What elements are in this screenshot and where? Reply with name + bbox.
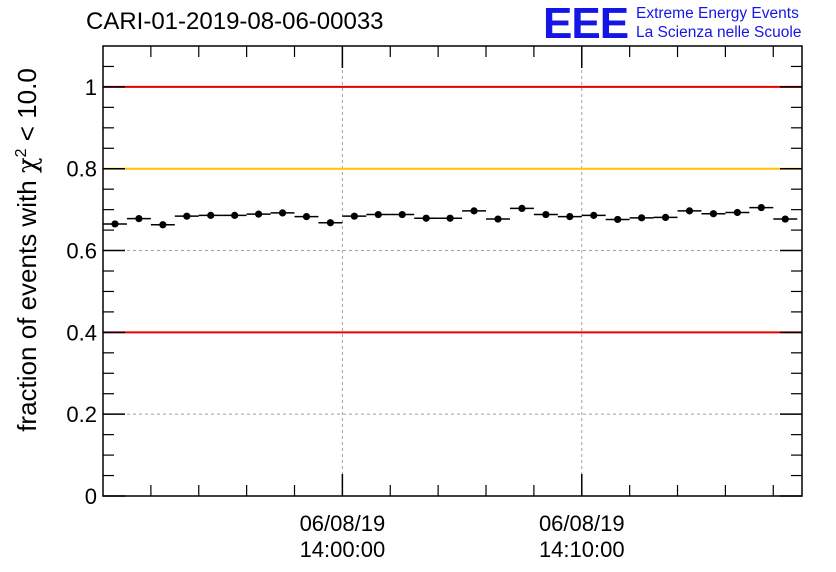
- point-marker: [638, 214, 646, 222]
- data-point: [103, 220, 127, 228]
- y-tick-label: 0: [85, 484, 97, 509]
- y-axis-label-symbol: χ: [13, 157, 43, 173]
- x-tick-label-time: 14:10:00: [539, 537, 625, 562]
- data-point: [749, 203, 774, 212]
- data-point: [294, 212, 319, 221]
- data-point: [462, 207, 487, 215]
- data-point: [198, 211, 223, 219]
- plot-frame: [102, 45, 803, 497]
- logo-caption-line2: La Scienza nelle Scuole: [636, 24, 802, 41]
- point-marker: [159, 221, 167, 229]
- data-point: [390, 210, 415, 219]
- y-axis-label-suffix: < 10.0: [12, 68, 42, 148]
- point-marker: [590, 211, 598, 219]
- point-marker: [398, 210, 406, 219]
- y-tick-label: 1: [85, 75, 97, 100]
- data-point: [438, 214, 463, 222]
- point-marker: [733, 208, 741, 217]
- x-tick-label-date: 06/08/19: [539, 511, 625, 536]
- data-point: [318, 219, 343, 227]
- reference-lines: [103, 85, 802, 334]
- point-marker: [135, 215, 143, 223]
- data-point: [533, 210, 558, 219]
- data-points: [103, 203, 798, 229]
- y-tick-label: 0.2: [66, 402, 97, 427]
- run-title: CARI-01-2019-08-06-00033: [86, 8, 384, 35]
- point-marker: [470, 207, 478, 215]
- data-point: [246, 210, 271, 218]
- data-point: [653, 213, 678, 222]
- data-point: [366, 210, 391, 219]
- data-point: [629, 214, 654, 222]
- data-point: [414, 214, 439, 222]
- data-point: [581, 211, 606, 219]
- axes: 00.20.40.60.8106/08/1914:00:0006/08/1914…: [66, 46, 802, 562]
- y-axis-label-prefix: fraction of events with: [12, 173, 42, 432]
- x-tick-label-time: 14:00:00: [300, 537, 386, 562]
- point-marker: [542, 210, 550, 219]
- point-marker: [374, 210, 382, 219]
- data-point: [509, 204, 534, 213]
- point-marker: [111, 220, 119, 228]
- point-marker: [614, 215, 622, 224]
- data-point: [557, 212, 582, 221]
- point-marker: [422, 214, 430, 222]
- point-marker: [183, 212, 191, 220]
- data-point: [342, 212, 367, 220]
- point-marker: [685, 207, 694, 215]
- point-marker: [302, 212, 311, 221]
- y-tick-label: 0.8: [66, 157, 97, 182]
- eee-logo: EEE: [543, 0, 629, 48]
- y-tick-label: 0.4: [66, 320, 97, 345]
- x-tick-label-date: 06/08/19: [300, 511, 386, 536]
- point-marker: [278, 209, 287, 217]
- point-marker: [207, 211, 215, 219]
- point-marker: [254, 210, 263, 218]
- point-marker: [518, 204, 526, 213]
- point-marker: [566, 212, 574, 221]
- y-axis-label: fraction of events with χ2 < 10.0: [12, 68, 43, 432]
- data-point: [725, 208, 750, 217]
- data-point: [677, 207, 702, 215]
- y-tick-label: 0.6: [66, 239, 97, 264]
- point-marker: [661, 213, 670, 222]
- data-point: [773, 215, 798, 223]
- data-point: [270, 209, 295, 217]
- y-axis-label-superscript: 2: [13, 148, 30, 157]
- data-point: [605, 215, 630, 224]
- point-marker: [709, 210, 718, 218]
- grid: [103, 46, 802, 496]
- point-marker: [350, 212, 358, 220]
- logo-caption-line1: Extreme Energy Events: [636, 5, 799, 22]
- point-marker: [446, 214, 454, 222]
- data-point: [150, 221, 175, 229]
- point-marker: [494, 215, 502, 223]
- data-point: [486, 215, 510, 223]
- point-marker: [757, 203, 765, 212]
- point-marker: [326, 219, 335, 227]
- data-point: [222, 211, 247, 219]
- point-marker: [231, 211, 239, 219]
- point-marker: [781, 215, 789, 223]
- data-point: [174, 212, 199, 220]
- logo-caption: Extreme Energy Events La Scienza nelle S…: [636, 4, 801, 42]
- data-point: [701, 210, 726, 218]
- data-point: [126, 215, 151, 223]
